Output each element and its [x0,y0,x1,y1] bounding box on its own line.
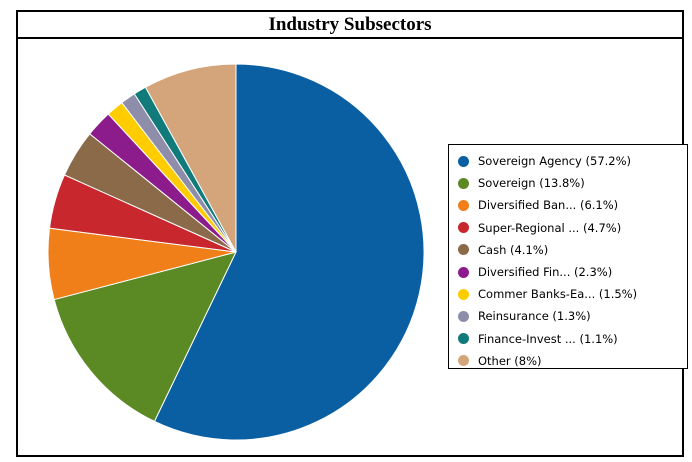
legend-swatch-1 [458,177,469,189]
legend: Sovereign Agency (57.2%) Sovereign (13.8%… [448,144,688,369]
chart-frame: Industry Subsectors Sovereign Agency (57… [16,10,688,457]
legend-label-8: Finance-Invest ... (1.1%) [478,331,618,346]
legend-swatch-8 [458,333,469,345]
legend-label-1: Sovereign (13.8%) [478,176,585,191]
legend-swatch-4 [458,244,469,256]
legend-swatch-2 [458,199,469,211]
legend-swatch-7 [458,310,469,322]
legend-item-1: Sovereign (13.8%) [458,172,687,194]
legend-item-2: Diversified Ban... (6.1%) [458,194,687,216]
legend-item-9: Other (8%) [458,350,687,372]
legend-item-7: Reinsurance (1.3%) [458,305,687,327]
legend-swatch-5 [458,266,469,278]
legend-item-0: Sovereign Agency (57.2%) [458,150,687,172]
pie-chart [47,63,425,441]
legend-item-4: Cash (4.1%) [458,239,687,261]
legend-label-2: Diversified Ban... (6.1%) [478,198,619,213]
legend-label-9: Other (8%) [478,353,542,368]
legend-item-8: Finance-Invest ... (1.1%) [458,328,687,350]
chart-title: Industry Subsectors [18,12,682,39]
legend-item-3: Super-Regional ... (4.7%) [458,217,687,239]
legend-label-6: Commer Banks-Ea... (1.5%) [478,287,638,302]
plot-area [18,39,682,457]
legend-item-6: Commer Banks-Ea... (1.5%) [458,283,687,305]
legend-item-5: Diversified Fin... (2.3%) [458,261,687,283]
legend-label-0: Sovereign Agency (57.2%) [478,154,632,169]
pie-slice-9 [144,63,237,253]
legend-label-3: Super-Regional ... (4.7%) [478,220,622,235]
legend-swatch-3 [458,222,469,234]
legend-swatch-9 [458,355,469,367]
legend-swatch-6 [458,288,469,300]
legend-label-7: Reinsurance (1.3%) [478,309,591,324]
legend-swatch-0 [458,155,469,167]
pie-slice-1 [53,251,237,423]
legend-label-5: Diversified Fin... (2.3%) [478,265,613,280]
pie-slice-0 [153,63,425,441]
legend-label-4: Cash (4.1%) [478,242,549,257]
